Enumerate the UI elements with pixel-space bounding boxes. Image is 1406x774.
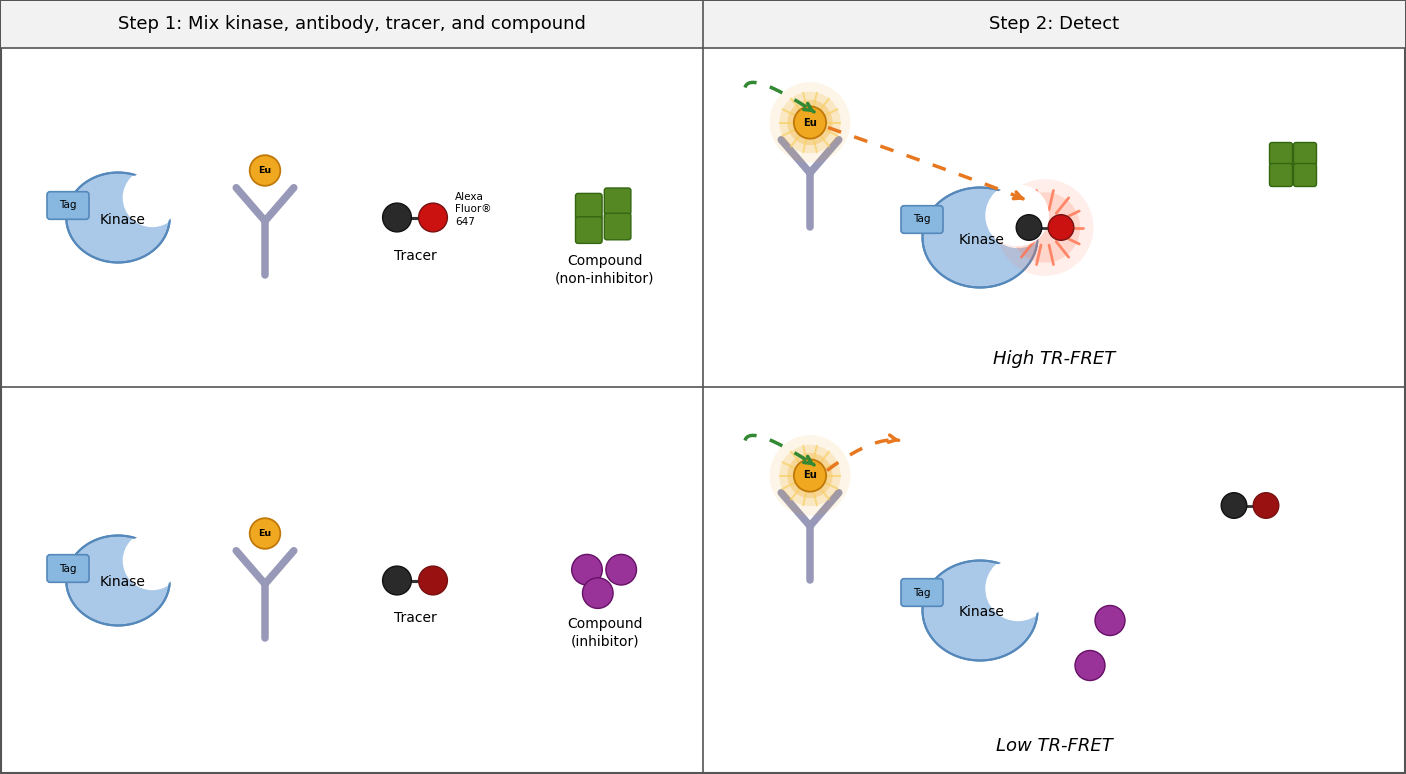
Text: Kinase: Kinase [100,576,146,590]
Circle shape [1019,581,1040,604]
FancyBboxPatch shape [605,213,631,240]
FancyBboxPatch shape [901,579,943,606]
Text: Tag: Tag [914,587,931,598]
FancyBboxPatch shape [46,192,89,219]
Circle shape [419,203,447,232]
Circle shape [987,557,1049,619]
Circle shape [124,533,180,588]
Circle shape [382,203,412,232]
Text: Compound
(non-inhibitor): Compound (non-inhibitor) [555,254,655,285]
Circle shape [987,184,1049,246]
FancyBboxPatch shape [575,217,602,243]
Ellipse shape [66,173,170,262]
Text: Compound
(inhibitor): Compound (inhibitor) [567,617,643,648]
FancyBboxPatch shape [1294,142,1316,166]
Circle shape [769,435,851,516]
Circle shape [997,179,1094,276]
FancyBboxPatch shape [575,194,602,220]
Text: Low TR-FRET: Low TR-FRET [995,737,1114,755]
FancyBboxPatch shape [901,206,943,233]
FancyBboxPatch shape [605,188,631,214]
Circle shape [794,106,827,139]
Text: Kinase: Kinase [959,605,1005,619]
Circle shape [787,453,832,498]
Text: Eu: Eu [803,471,817,481]
Ellipse shape [66,536,170,625]
Circle shape [250,156,280,186]
Text: Tag: Tag [914,214,931,224]
Text: Kinase: Kinase [100,213,146,227]
Circle shape [794,459,827,491]
Circle shape [1222,493,1247,519]
FancyBboxPatch shape [1270,142,1292,166]
Circle shape [779,92,841,153]
Circle shape [582,578,613,608]
Circle shape [1017,214,1042,240]
Circle shape [250,519,280,549]
Bar [703,1,1405,48]
Circle shape [1253,493,1279,519]
Bar [1,1,703,48]
Text: Kinase: Kinase [959,232,1005,246]
Circle shape [787,100,832,145]
Circle shape [769,82,851,163]
Text: Tag: Tag [59,563,77,574]
Circle shape [779,445,841,506]
Circle shape [606,554,637,585]
Circle shape [986,183,1050,248]
Circle shape [382,566,412,595]
Circle shape [419,566,447,595]
Circle shape [572,554,602,585]
Text: Eu: Eu [259,166,271,175]
Text: Tracer: Tracer [394,248,436,262]
Text: Tracer: Tracer [394,611,436,625]
Circle shape [1095,605,1125,635]
Text: Alexa
Fluor®
647: Alexa Fluor® 647 [456,192,492,228]
Ellipse shape [922,187,1038,287]
Circle shape [1076,650,1105,680]
Text: Step 1: Mix kinase, antibody, tracer, and compound: Step 1: Mix kinase, antibody, tracer, an… [118,15,585,33]
Text: Step 2: Detect: Step 2: Detect [990,15,1119,33]
Circle shape [124,532,181,590]
Ellipse shape [922,560,1038,660]
FancyBboxPatch shape [46,555,89,582]
Circle shape [124,170,180,225]
FancyBboxPatch shape [1270,163,1292,187]
Text: Eu: Eu [803,118,817,128]
Circle shape [986,557,1050,621]
Text: Tag: Tag [59,200,77,211]
FancyBboxPatch shape [1294,163,1316,187]
Text: High TR-FRET: High TR-FRET [994,350,1115,368]
Text: Eu: Eu [259,529,271,538]
Circle shape [1049,214,1074,240]
Circle shape [1010,192,1080,262]
Circle shape [124,169,181,227]
